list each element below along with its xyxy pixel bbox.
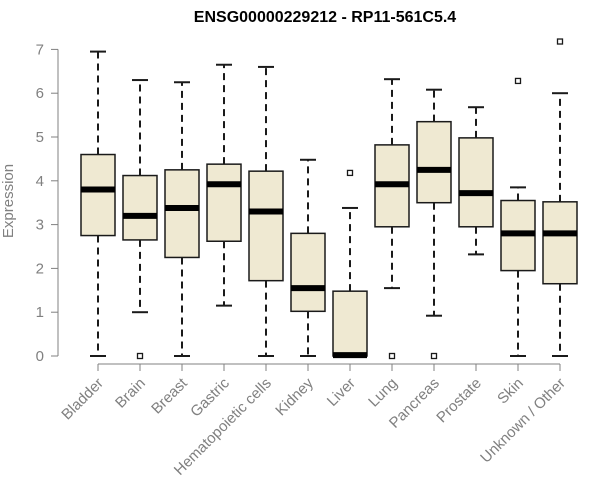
- x-tick-label: Breast: [148, 374, 191, 417]
- iqr-box: [122, 174, 158, 241]
- outlier-point: [346, 169, 354, 177]
- box-unknown-other: [542, 38, 578, 357]
- box-bladder: [80, 50, 116, 357]
- boxes-group: [80, 38, 578, 360]
- x-tick-label: Skin: [494, 375, 527, 408]
- x-tick-label: Prostate: [433, 375, 485, 427]
- iqr-box: [80, 153, 116, 237]
- box-brain: [122, 79, 158, 360]
- box-hematopoietic-cells: [248, 65, 284, 357]
- y-tick-label: 4: [36, 173, 44, 190]
- outlier-point: [556, 38, 564, 45]
- box-lung: [374, 78, 410, 360]
- chart-title: ENSG00000229212 - RP11-561C5.4: [194, 9, 457, 26]
- y-tick-label: 2: [36, 260, 44, 277]
- box-liver: [332, 169, 368, 359]
- x-tick-label: Liver: [324, 375, 359, 410]
- y-tick-label: 5: [36, 129, 44, 146]
- box-prostate: [458, 106, 494, 256]
- outlier-point: [514, 77, 522, 85]
- y-axis-label: Expression: [0, 164, 17, 238]
- outlier-point: [136, 352, 144, 360]
- x-tick-label: Bladder: [58, 375, 107, 424]
- iqr-box: [248, 170, 284, 282]
- x-tick-label: Kidney: [272, 374, 317, 419]
- iqr-box: [416, 120, 452, 204]
- y-tick-label: 1: [36, 304, 44, 321]
- y-tick-label: 0: [36, 348, 44, 365]
- box-kidney: [290, 158, 326, 357]
- y-axis: 0 1 2 3 4 5 6 7: [36, 41, 59, 365]
- iqr-box: [164, 169, 200, 259]
- y-tick-label: 3: [36, 217, 44, 234]
- box-gastric: [206, 63, 242, 307]
- iqr-box: [332, 290, 368, 357]
- y-tick-label: 6: [36, 85, 44, 102]
- iqr-box: [290, 232, 326, 313]
- y-tick-label: 7: [36, 41, 44, 58]
- box-breast: [164, 81, 200, 357]
- iqr-box: [542, 201, 578, 285]
- outlier-point: [430, 352, 438, 360]
- x-tick-label: Brain: [112, 375, 149, 412]
- box-skin: [500, 77, 536, 357]
- x-tick-label: Lung: [365, 375, 401, 411]
- iqr-box: [458, 137, 494, 228]
- outlier-point: [388, 352, 396, 360]
- iqr-box: [206, 163, 242, 242]
- box-pancreas: [416, 88, 452, 360]
